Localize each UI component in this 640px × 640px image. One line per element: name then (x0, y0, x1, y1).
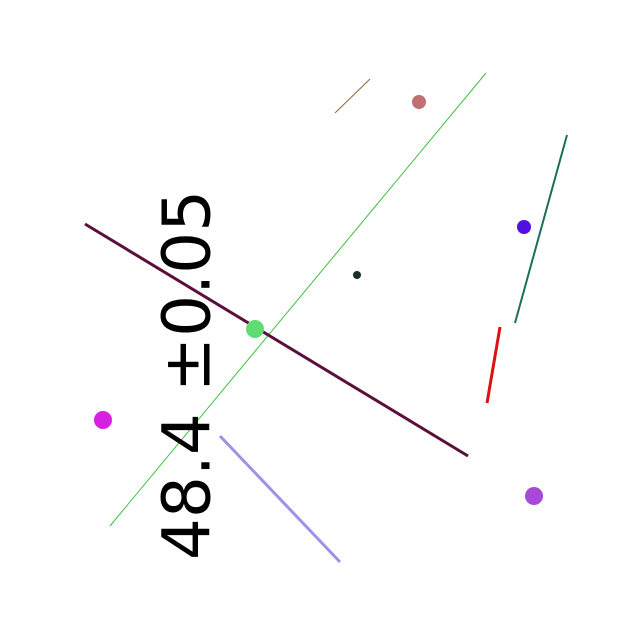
green-line (109, 72, 487, 527)
rose-dot (412, 95, 426, 109)
olive-segment (334, 78, 371, 114)
lime-dot (246, 320, 264, 338)
magenta-dot (94, 411, 112, 429)
lavender-line (218, 434, 342, 564)
red-line (485, 326, 502, 404)
blue-dot (517, 220, 531, 234)
maroon-line (84, 222, 469, 458)
teal-line (514, 134, 568, 324)
purple-dot (525, 487, 543, 505)
dark-dot (353, 271, 361, 279)
rotated-measurement-label: 48.4 ±0.05 (149, 190, 226, 560)
